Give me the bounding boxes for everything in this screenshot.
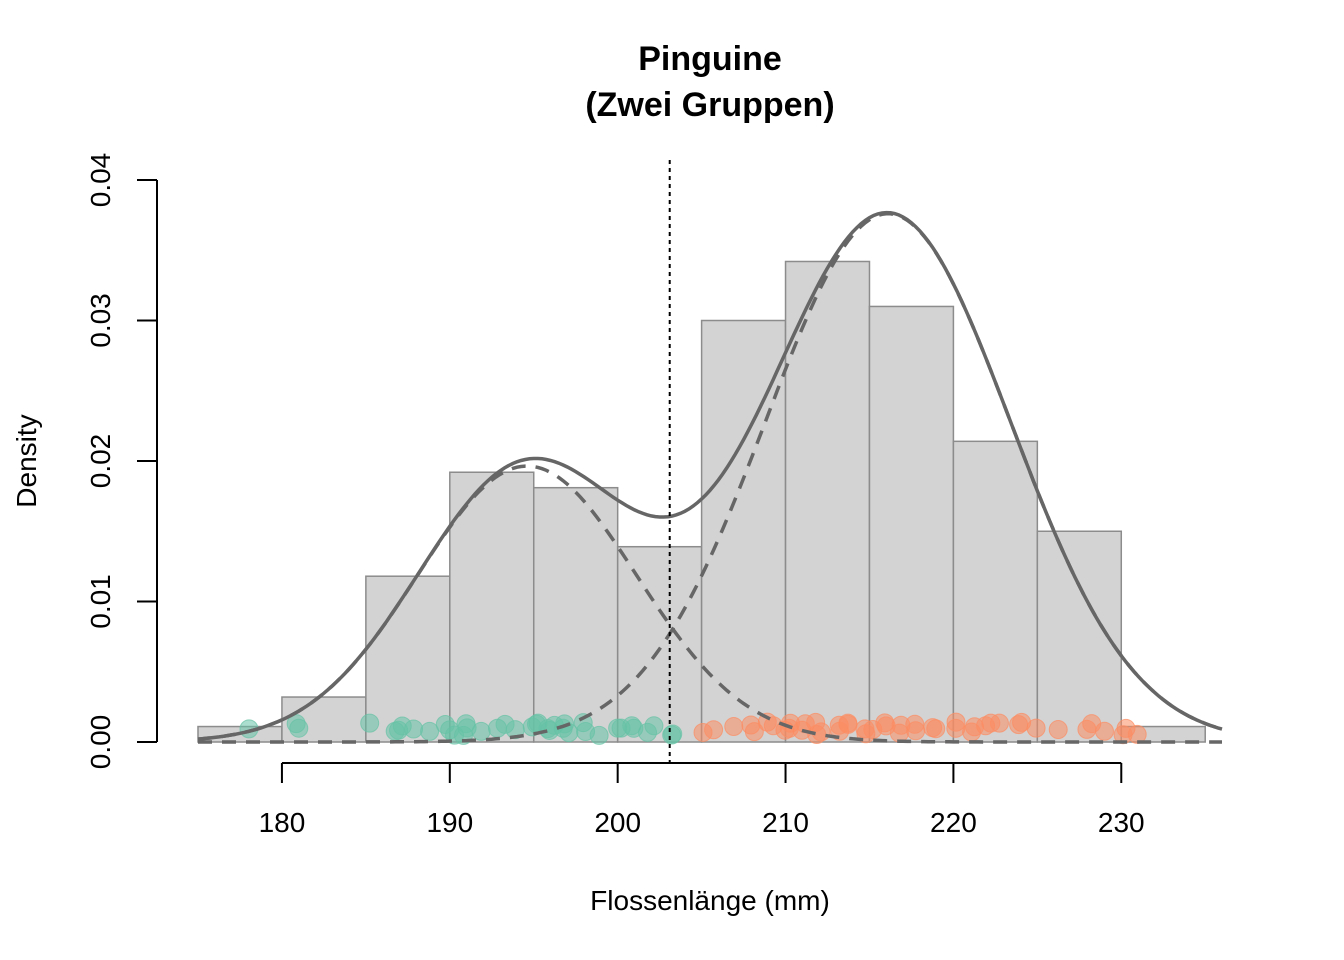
x-axis-label: Flossenlänge (mm) (590, 885, 830, 916)
x-tick-label: 230 (1098, 807, 1145, 838)
data-point (757, 712, 777, 732)
x-tick-label: 220 (930, 807, 977, 838)
histogram-bar (532, 486, 619, 743)
chart-subtitle: (Zwei Gruppen) (585, 86, 834, 124)
x-tick-label: 200 (594, 807, 641, 838)
y-tick-label: 0.03 (85, 293, 116, 348)
data-point (1026, 718, 1046, 738)
x-tick-label: 180 (259, 807, 306, 838)
data-point (404, 719, 424, 739)
data-point (622, 716, 642, 736)
y-tick-label: 0.02 (85, 434, 116, 489)
data-point (989, 713, 1009, 733)
data-point (360, 713, 380, 733)
data-point (471, 721, 491, 741)
histogram-bar (784, 260, 871, 743)
data-point (1094, 721, 1114, 741)
histogram-bar (616, 545, 703, 743)
histogram-bar (868, 305, 955, 743)
histogram-bar (700, 319, 787, 743)
data-point (744, 722, 764, 742)
y-tick-label: 0.04 (85, 153, 116, 208)
data-point (589, 725, 609, 745)
mixture-density-curve (197, 210, 1223, 741)
data-point (838, 713, 858, 733)
x-tick-label: 190 (426, 807, 473, 838)
y-axis-label: Density (11, 414, 42, 507)
data-point (926, 719, 946, 739)
chart-title: Pinguine (638, 40, 782, 78)
data-point (946, 718, 966, 738)
y-axis: 0.00 0.01 0.02 0.03 0.04 (85, 153, 158, 770)
histogram-bar (952, 440, 1039, 743)
histogram-bar (449, 471, 535, 743)
data-point (1048, 720, 1068, 740)
y-tick-label: 0.00 (85, 715, 116, 770)
data-point (385, 721, 405, 741)
y-tick-label: 0.01 (85, 574, 116, 629)
x-tick-label: 210 (762, 807, 809, 838)
data-point (644, 716, 664, 736)
histogram-bar (365, 575, 451, 743)
data-point (289, 718, 309, 738)
data-point (855, 719, 875, 739)
data-point (724, 717, 744, 737)
data-point (704, 720, 724, 740)
data-point (420, 721, 440, 741)
x-axis: 180 190 200 210 220 230 (259, 762, 1145, 838)
data-point (487, 718, 507, 738)
data-point (906, 721, 926, 741)
data-point (553, 718, 573, 738)
data-point (662, 725, 682, 745)
histogram-bars (197, 260, 1206, 743)
density-curves (197, 210, 1223, 744)
